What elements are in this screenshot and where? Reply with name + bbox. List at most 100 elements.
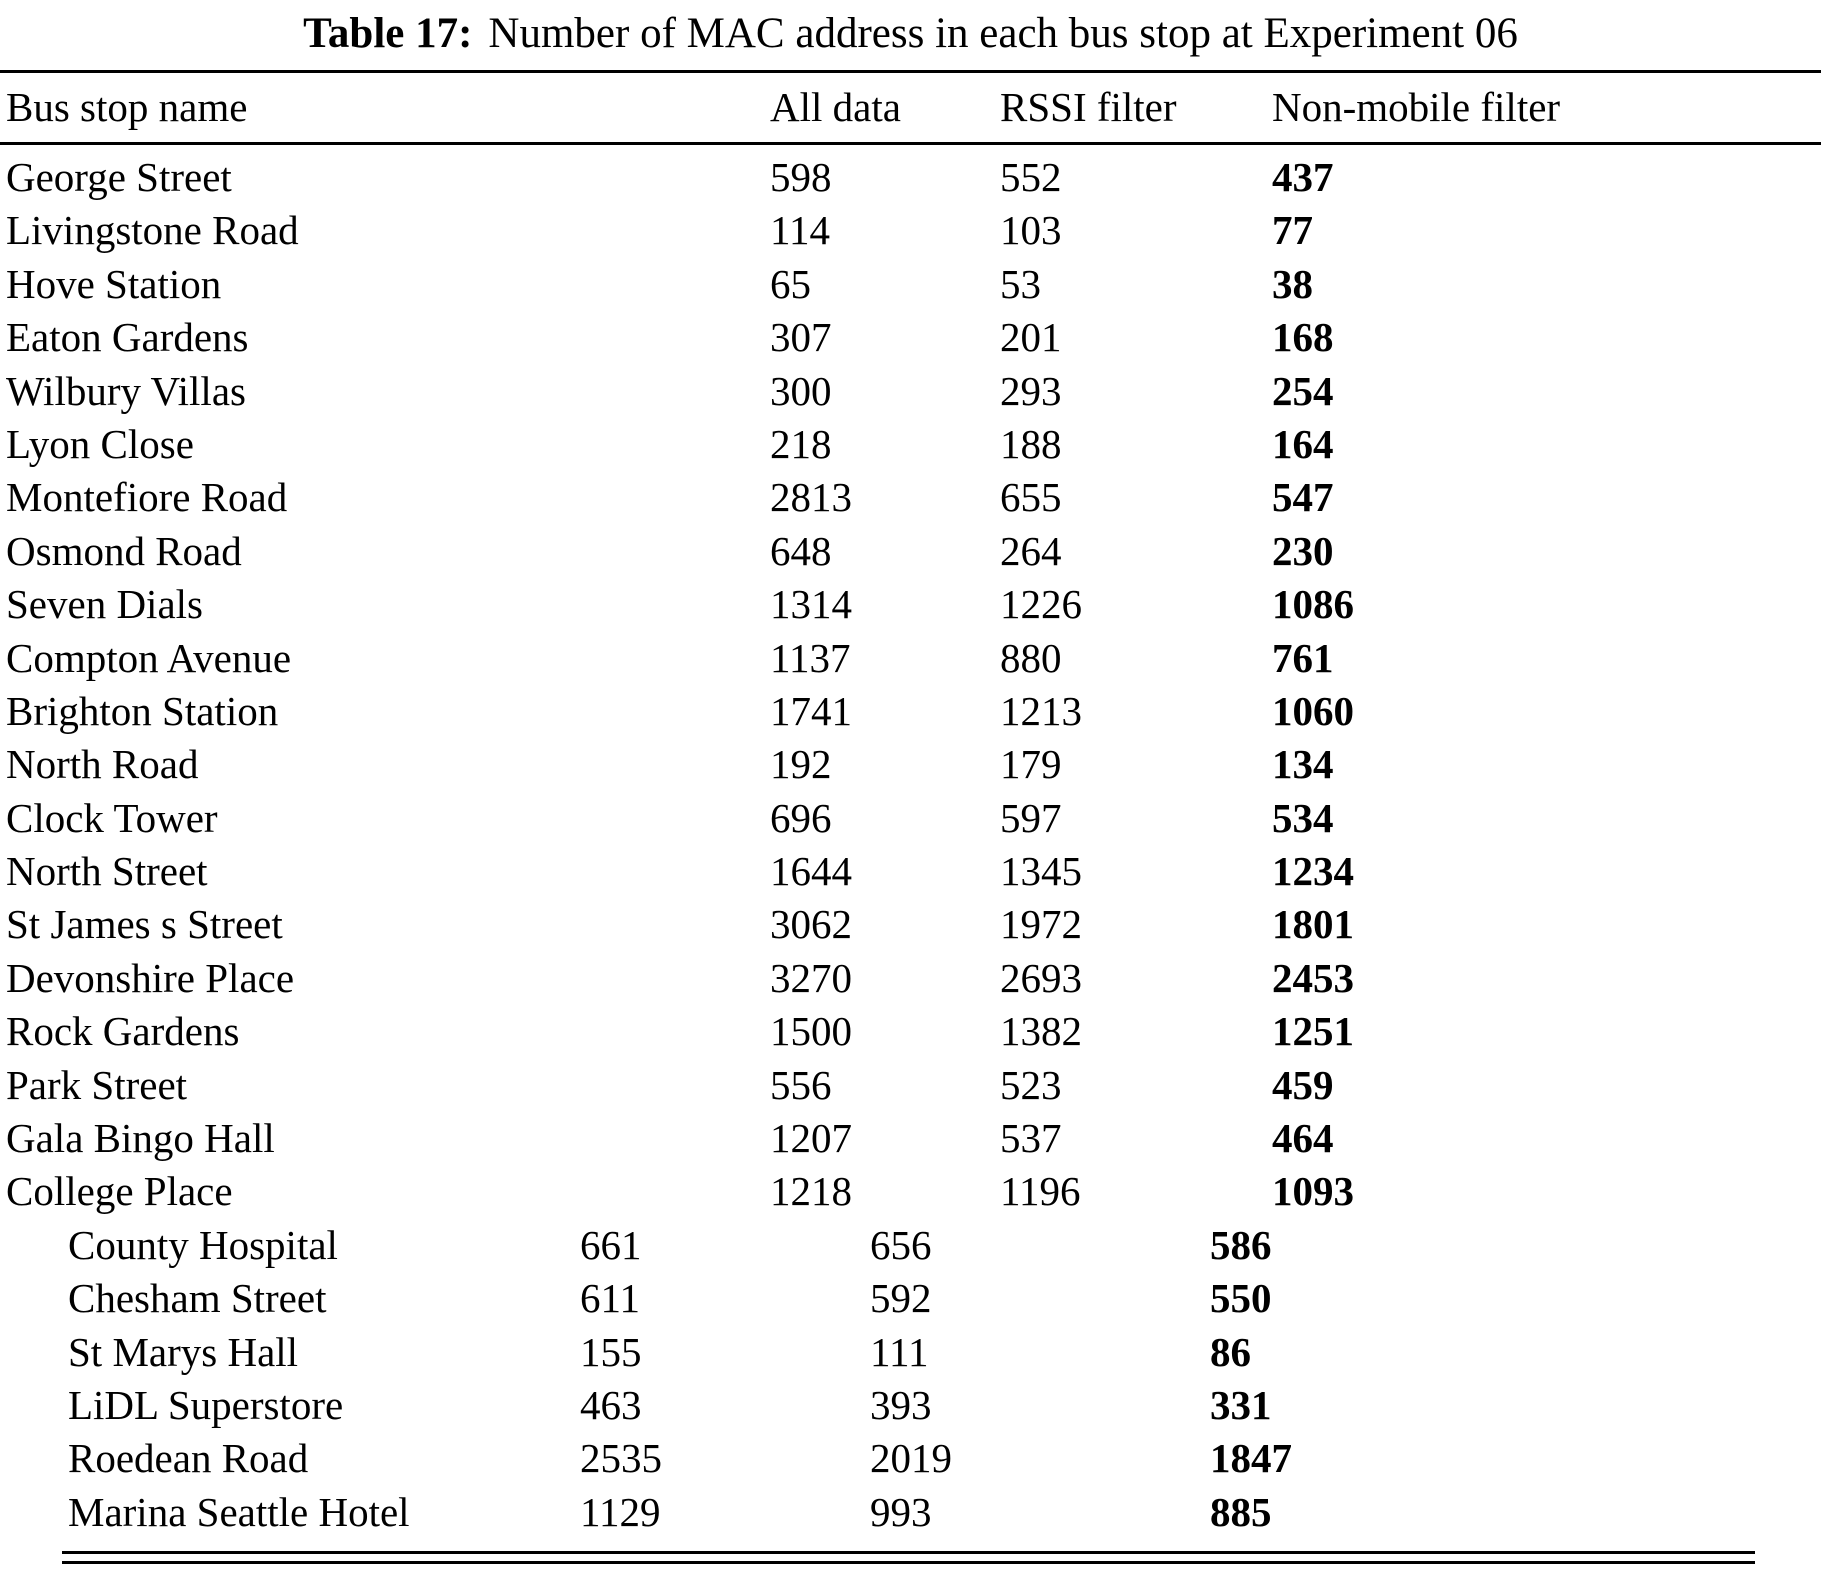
all-data-value: 3062 bbox=[770, 901, 852, 948]
table-row: Seven Dials 1314 1226 1086 bbox=[0, 578, 1821, 631]
bus-stop-name: Hove Station bbox=[6, 260, 222, 307]
rssi-filter-value: 53 bbox=[1000, 260, 1041, 307]
bus-stop-name: Gala Bingo Hall bbox=[6, 1115, 275, 1162]
table-row: Compton Avenue 1137 880 761 bbox=[0, 632, 1821, 685]
bus-stop-name: Eaton Gardens bbox=[6, 314, 249, 361]
header-rssi-filter: RSSI filter bbox=[1000, 84, 1177, 130]
all-data-value: 65 bbox=[770, 260, 811, 307]
rssi-filter-value: 537 bbox=[1000, 1115, 1062, 1162]
rssi-filter-value: 393 bbox=[870, 1381, 932, 1428]
table-row: Rock Gardens 1500 1382 1251 bbox=[0, 1005, 1821, 1058]
table-caption-text: Number of MAC address in each bus stop a… bbox=[488, 10, 1518, 57]
bus-stop-name: Lyon Close bbox=[6, 420, 194, 467]
rssi-filter-value: 592 bbox=[870, 1275, 932, 1322]
table-row: Hove Station 65 53 38 bbox=[0, 258, 1821, 311]
table-row: Marina Seattle Hotel 1129 993 885 bbox=[0, 1486, 1821, 1539]
non-mobile-filter-value: 86 bbox=[1210, 1328, 1251, 1375]
header-bus-stop-name: Bus stop name bbox=[6, 84, 248, 130]
non-mobile-filter-value: 1093 bbox=[1272, 1168, 1354, 1215]
rssi-filter-value: 1382 bbox=[1000, 1008, 1082, 1055]
bus-stop-name: Park Street bbox=[6, 1061, 188, 1108]
non-mobile-filter-value: 254 bbox=[1272, 367, 1334, 414]
all-data-value: 696 bbox=[770, 794, 832, 841]
rssi-filter-value: 2019 bbox=[870, 1435, 952, 1482]
rssi-filter-value: 597 bbox=[1000, 794, 1062, 841]
rssi-filter-value: 523 bbox=[1000, 1061, 1062, 1108]
all-data-value: 598 bbox=[770, 154, 832, 200]
table-row: Osmond Road 648 264 230 bbox=[0, 525, 1821, 578]
bus-stop-name: Wilbury Villas bbox=[6, 367, 246, 414]
all-data-value: 1129 bbox=[580, 1488, 661, 1535]
non-mobile-filter-value: 1847 bbox=[1210, 1435, 1292, 1482]
bus-stop-name: County Hospital bbox=[68, 1221, 338, 1268]
rssi-filter-value: 993 bbox=[870, 1488, 932, 1535]
non-mobile-filter-value: 1086 bbox=[1272, 581, 1354, 628]
table-row: North Road 192 179 134 bbox=[0, 738, 1821, 791]
top-rule bbox=[0, 70, 1821, 73]
non-mobile-filter-value: 1060 bbox=[1272, 687, 1354, 734]
non-mobile-filter-value: 534 bbox=[1272, 794, 1334, 841]
rssi-filter-value: 552 bbox=[1000, 154, 1062, 200]
bus-stop-name: Devonshire Place bbox=[6, 954, 295, 1001]
table-row: St Marys Hall 155 111 86 bbox=[0, 1326, 1821, 1379]
all-data-value: 114 bbox=[770, 207, 830, 254]
table-body-indented: County Hospital 661 656 586 Chesham Stre… bbox=[0, 1219, 1821, 1539]
bus-stop-name: Chesham Street bbox=[68, 1275, 327, 1322]
bus-stop-name: Seven Dials bbox=[6, 581, 203, 628]
table-row: Brighton Station 1741 1213 1060 bbox=[0, 685, 1821, 738]
bus-stop-name: College Place bbox=[6, 1168, 233, 1215]
bus-stop-name: St Marys Hall bbox=[68, 1328, 299, 1375]
all-data-value: 218 bbox=[770, 420, 832, 467]
rssi-filter-value: 655 bbox=[1000, 474, 1062, 521]
all-data-value: 1644 bbox=[770, 848, 852, 895]
non-mobile-filter-value: 885 bbox=[1210, 1488, 1272, 1535]
table-row: College Place 1218 1196 1093 bbox=[0, 1165, 1821, 1218]
all-data-value: 648 bbox=[770, 527, 832, 574]
table-row: Gala Bingo Hall 1207 537 464 bbox=[0, 1112, 1821, 1165]
table-row: Chesham Street 611 592 550 bbox=[0, 1272, 1821, 1325]
header-rule bbox=[0, 142, 1821, 145]
rssi-filter-value: 1972 bbox=[1000, 901, 1082, 948]
non-mobile-filter-value: 761 bbox=[1272, 634, 1334, 681]
rssi-filter-value: 188 bbox=[1000, 420, 1062, 467]
non-mobile-filter-value: 437 bbox=[1272, 154, 1334, 200]
all-data-value: 1314 bbox=[770, 581, 852, 628]
all-data-value: 192 bbox=[770, 741, 832, 788]
rssi-filter-value: 293 bbox=[1000, 367, 1062, 414]
all-data-value: 2535 bbox=[580, 1435, 662, 1482]
bus-stop-name: Marina Seattle Hotel bbox=[68, 1488, 410, 1535]
table-row: Montefiore Road 2813 655 547 bbox=[0, 471, 1821, 524]
table-row: Livingstone Road 114 103 77 bbox=[0, 204, 1821, 257]
bus-stop-name: North Road bbox=[6, 741, 199, 788]
table-row: Clock Tower 696 597 534 bbox=[0, 792, 1821, 845]
rssi-filter-value: 2693 bbox=[1000, 954, 1082, 1001]
rssi-filter-value: 1196 bbox=[1000, 1168, 1081, 1215]
bus-stop-name: Rock Gardens bbox=[6, 1008, 240, 1055]
header-all-data: All data bbox=[770, 84, 901, 130]
all-data-value: 1137 bbox=[770, 634, 851, 681]
bus-stop-name: North Street bbox=[6, 848, 208, 895]
table-row: Eaton Gardens 307 201 168 bbox=[0, 311, 1821, 364]
bus-stop-name: LiDL Superstore bbox=[68, 1381, 344, 1428]
bus-stop-name: Osmond Road bbox=[6, 527, 242, 574]
non-mobile-filter-value: 1251 bbox=[1272, 1008, 1354, 1055]
non-mobile-filter-value: 1801 bbox=[1272, 901, 1354, 948]
all-data-value: 300 bbox=[770, 367, 832, 414]
table-row: Devonshire Place 3270 2693 2453 bbox=[0, 952, 1821, 1005]
non-mobile-filter-value: 1234 bbox=[1272, 848, 1354, 895]
non-mobile-filter-value: 230 bbox=[1272, 527, 1334, 574]
non-mobile-filter-value: 77 bbox=[1272, 207, 1313, 254]
rssi-filter-value: 103 bbox=[1000, 207, 1062, 254]
all-data-value: 2813 bbox=[770, 474, 852, 521]
non-mobile-filter-value: 459 bbox=[1272, 1061, 1334, 1108]
table-body-main: George Street 598 552 437 Livingstone Ro… bbox=[0, 151, 1821, 1219]
table-row: Roedean Road 2535 2019 1847 bbox=[0, 1432, 1821, 1485]
all-data-value: 661 bbox=[580, 1221, 642, 1268]
bus-stop-name: Livingstone Road bbox=[6, 207, 299, 254]
bus-stop-name: Brighton Station bbox=[6, 687, 279, 734]
all-data-value: 1500 bbox=[770, 1008, 852, 1055]
rssi-filter-value: 656 bbox=[870, 1221, 932, 1268]
table-row: Lyon Close 218 188 164 bbox=[0, 418, 1821, 471]
table-row: George Street 598 552 437 bbox=[0, 151, 1821, 204]
